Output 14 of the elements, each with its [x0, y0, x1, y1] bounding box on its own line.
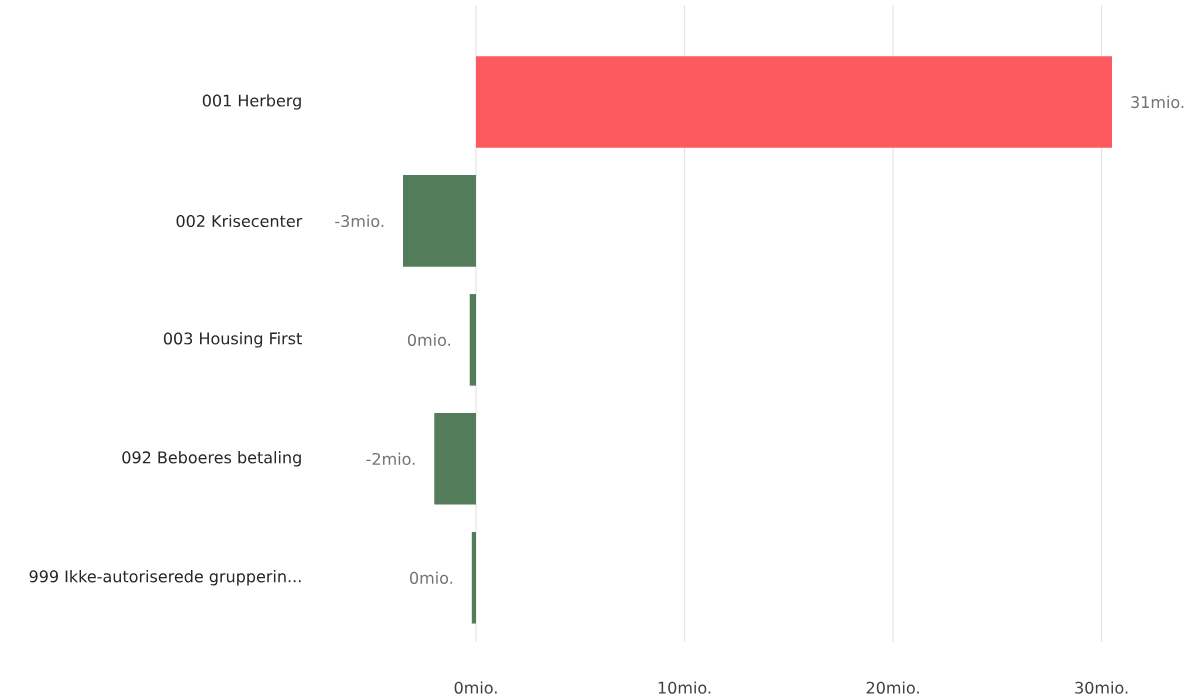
y-tick-label: 001 Herberg	[202, 94, 301, 110]
y-tick-label: 999 Ikke-autoriserede grupperin...	[29, 570, 301, 586]
x-tick-label: 10mio.	[658, 681, 711, 694]
x-tick-label: 20mio.	[866, 681, 919, 694]
y-tick-label: 092 Beboeres betaling	[122, 451, 301, 467]
data-label: -2mio.	[366, 452, 415, 465]
x-tick-label: 0mio.	[454, 681, 497, 694]
data-label: -3mio.	[335, 214, 384, 228]
y-tick-label: 002 Krisecenter	[176, 214, 303, 228]
y-tick-label: 003 Housing First	[163, 332, 302, 348]
x-tick-label: 30mio.	[1075, 681, 1128, 694]
data-label: 0mio.	[407, 333, 450, 347]
data-label: 0mio.	[410, 571, 453, 584]
data-label: 31mio.	[1131, 95, 1184, 109]
